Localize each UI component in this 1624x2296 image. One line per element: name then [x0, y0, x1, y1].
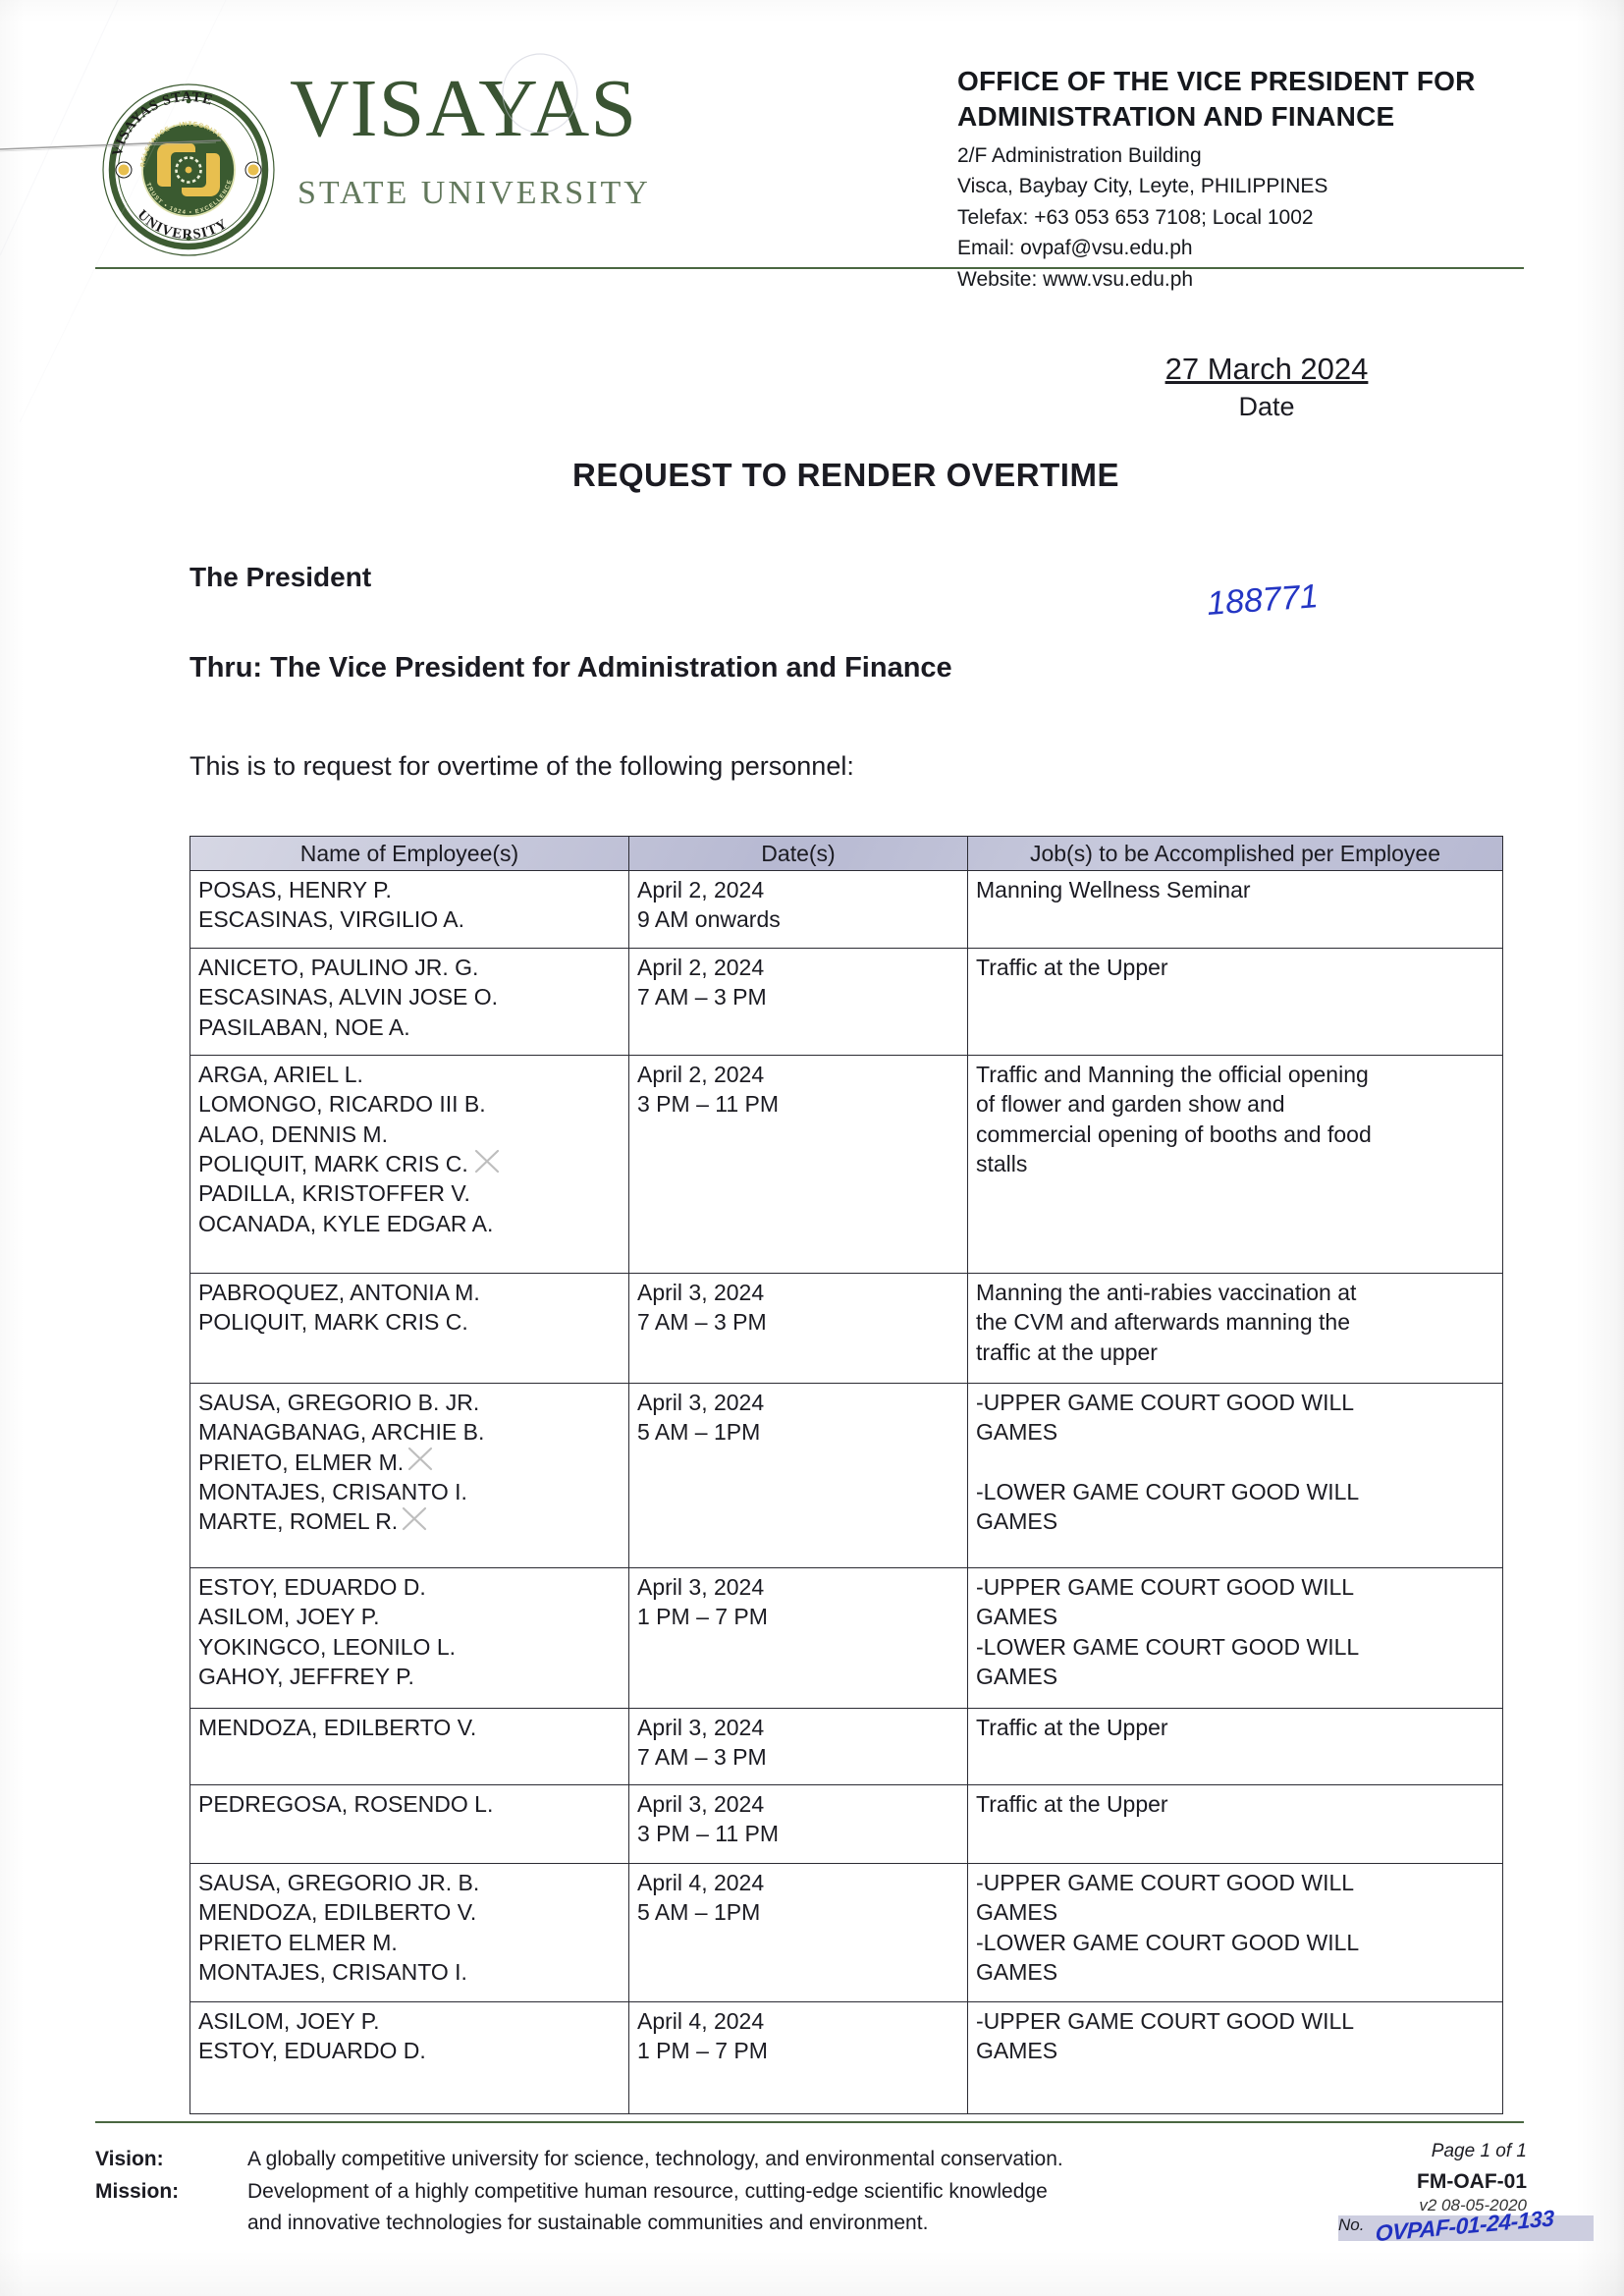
svg-text:OVPAF-01-24-133: OVPAF-01-24-133: [1377, 2210, 1554, 2246]
svg-text:188771: 188771: [1206, 577, 1320, 623]
